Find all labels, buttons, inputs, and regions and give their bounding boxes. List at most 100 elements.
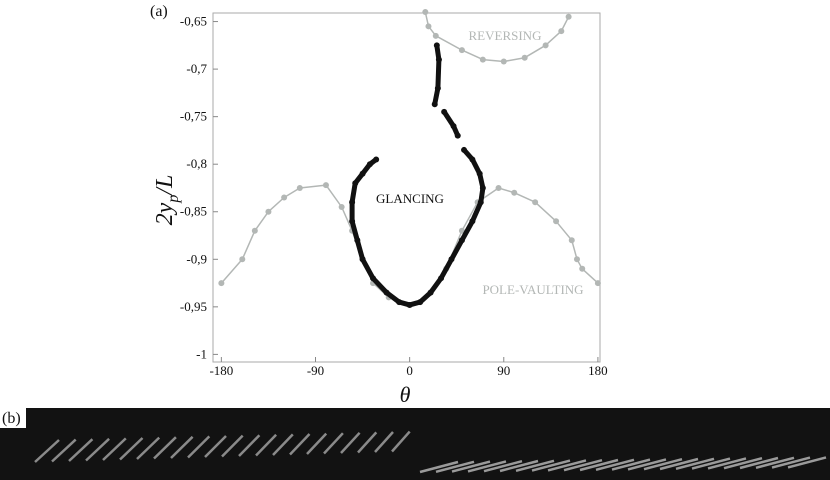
rod bbox=[611, 458, 651, 471]
rod bbox=[515, 459, 555, 473]
data-point bbox=[558, 28, 565, 35]
y-tick-label: -0,8 bbox=[186, 156, 207, 171]
data-point bbox=[373, 156, 380, 163]
data-point bbox=[553, 218, 560, 225]
data-point bbox=[396, 299, 403, 306]
data-point bbox=[568, 237, 575, 244]
data-point bbox=[450, 123, 457, 130]
rod bbox=[238, 434, 261, 457]
data-point bbox=[281, 194, 288, 201]
rod bbox=[170, 435, 194, 459]
data-point bbox=[218, 280, 225, 287]
rod bbox=[579, 458, 619, 472]
data-point bbox=[469, 156, 476, 163]
rod bbox=[451, 460, 491, 473]
panel-label: (a) bbox=[150, 3, 168, 20]
rod bbox=[499, 459, 539, 473]
data-point bbox=[441, 108, 448, 115]
x-tick-label: 0 bbox=[406, 363, 413, 378]
data-point bbox=[469, 218, 476, 225]
data-point bbox=[425, 23, 432, 30]
data-point bbox=[354, 237, 361, 244]
data-point bbox=[458, 47, 465, 54]
data-point bbox=[349, 199, 356, 206]
data-point bbox=[573, 256, 580, 263]
data-point bbox=[366, 161, 373, 168]
data-point bbox=[435, 56, 442, 63]
rod bbox=[272, 433, 294, 456]
y-tick-label: -0,85 bbox=[180, 204, 207, 219]
data-point bbox=[500, 58, 507, 65]
data-point bbox=[406, 301, 413, 308]
rod bbox=[419, 460, 459, 474]
rod bbox=[34, 439, 60, 463]
data-point bbox=[265, 208, 272, 215]
rod bbox=[595, 458, 635, 472]
y-tick-label: -0,7 bbox=[186, 61, 207, 76]
rod bbox=[531, 459, 571, 472]
data-point bbox=[417, 299, 424, 306]
data-point bbox=[479, 184, 486, 191]
y-label-sub: p bbox=[165, 195, 182, 204]
data-point bbox=[461, 146, 468, 153]
y-label-main: 2y bbox=[152, 202, 178, 225]
data-point bbox=[251, 227, 258, 234]
rod bbox=[755, 456, 795, 470]
rod bbox=[643, 457, 683, 471]
y-tick-label: -1 bbox=[196, 346, 207, 361]
data-point bbox=[454, 132, 461, 139]
rod bbox=[221, 434, 244, 458]
series-line bbox=[424, 11, 570, 63]
y-label-rest: /L bbox=[152, 175, 178, 197]
series-line bbox=[349, 42, 486, 308]
data-point bbox=[476, 170, 483, 177]
rod bbox=[659, 457, 699, 471]
data-point bbox=[477, 199, 484, 206]
annotation: GLANCING bbox=[376, 191, 444, 206]
data-point bbox=[438, 275, 445, 282]
x-tick-label: -180 bbox=[209, 363, 233, 378]
rod bbox=[563, 458, 603, 472]
rod bbox=[255, 433, 277, 457]
rod bbox=[85, 437, 110, 462]
rod bbox=[483, 459, 523, 473]
rod bbox=[289, 433, 311, 456]
data-point bbox=[422, 9, 429, 16]
data-point bbox=[579, 265, 586, 272]
rod bbox=[153, 436, 177, 460]
rod bbox=[691, 457, 731, 470]
data-point bbox=[434, 85, 441, 92]
data-point bbox=[542, 42, 549, 49]
data-point bbox=[532, 199, 539, 206]
annotation: POLE-VAULTING bbox=[482, 282, 583, 297]
annotation: REVERSING bbox=[469, 28, 542, 43]
data-point bbox=[458, 237, 465, 244]
data-point bbox=[448, 256, 455, 263]
label-patch bbox=[0, 408, 26, 428]
rod bbox=[707, 457, 747, 470]
y-tick-label: -0,75 bbox=[180, 109, 207, 124]
rod bbox=[102, 437, 127, 461]
plot-frame bbox=[212, 12, 601, 363]
rod bbox=[51, 438, 77, 463]
y-tick-label: -0,95 bbox=[180, 299, 207, 314]
rod bbox=[187, 435, 211, 459]
x-tick-label: 90 bbox=[497, 363, 510, 378]
data-point bbox=[352, 180, 359, 187]
x-tick-label: -90 bbox=[307, 363, 324, 378]
rod bbox=[435, 460, 475, 474]
rod bbox=[374, 431, 394, 453]
x-tick-label: 180 bbox=[588, 363, 608, 378]
rod bbox=[675, 457, 715, 471]
rod bbox=[739, 456, 779, 470]
data-point bbox=[511, 189, 518, 196]
rod bbox=[357, 431, 378, 454]
photo-background bbox=[0, 408, 830, 480]
rod bbox=[136, 436, 161, 460]
data-point bbox=[495, 184, 502, 191]
rod bbox=[627, 458, 667, 471]
data-point bbox=[322, 182, 329, 189]
y-axis-label: 2yp/L bbox=[152, 175, 182, 226]
rod bbox=[787, 456, 827, 469]
rod bbox=[306, 432, 328, 455]
